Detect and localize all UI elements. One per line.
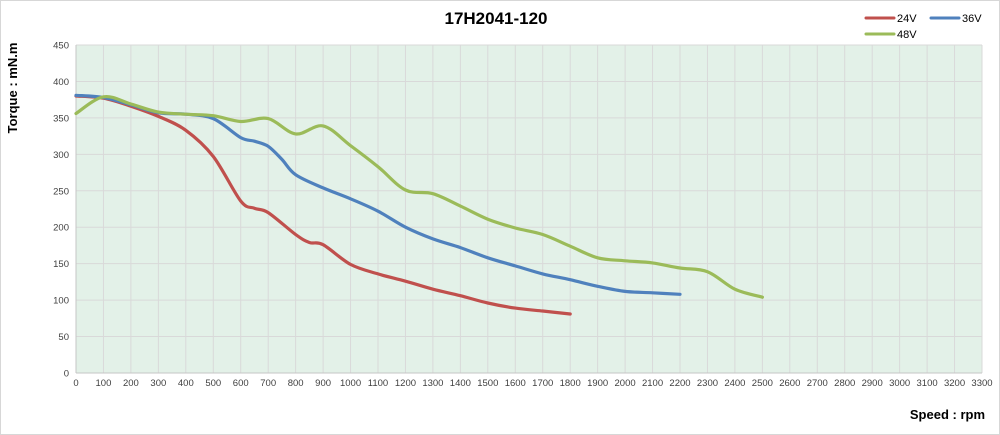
x-tick-label: 2200: [669, 378, 690, 389]
axis-lines: [75, 45, 982, 374]
legend-label: 24V: [897, 13, 917, 25]
x-tick-label: 1200: [395, 378, 416, 389]
x-tick-label: 2400: [724, 378, 745, 389]
y-tick-label: 250: [53, 186, 69, 197]
x-tick-label: 3000: [889, 378, 910, 389]
x-tick-label: 500: [205, 378, 221, 389]
x-tick-label: 600: [233, 378, 249, 389]
y-tick-label: 450: [53, 41, 69, 52]
x-tick-label: 1800: [560, 378, 581, 389]
series-line-48v: [74, 94, 764, 299]
chart-title: 17H2041-120: [444, 9, 547, 28]
x-tick-label: 200: [123, 378, 139, 389]
legend-label: 48V: [897, 29, 917, 41]
y-tick-label: 100: [53, 296, 69, 307]
y-tick-label: 150: [53, 259, 69, 270]
x-tick-label: 1900: [587, 378, 608, 389]
series-line-24v: [74, 94, 572, 316]
legend-item-24v: 24V: [864, 13, 917, 25]
x-tick-label: 2500: [752, 378, 773, 389]
x-axis-tick-labels: 0 100 200 300 400 500 600 700 800 900 1000 1100 1200…: [73, 378, 992, 389]
x-tick-label: 0: [73, 378, 78, 389]
x-tick-label: 3200: [944, 378, 965, 389]
y-tick-label: 200: [53, 223, 69, 234]
gridlines: [75, 44, 983, 374]
legend-item-48v: 48V: [864, 29, 917, 41]
x-tick-label: 3300: [971, 378, 992, 389]
x-tick-label: 1100: [368, 378, 388, 389]
x-tick-label: 2600: [779, 378, 800, 389]
x-tick-label: 400: [178, 378, 194, 389]
legend-item-36v: 36V: [929, 13, 982, 25]
x-tick-label: 1300: [422, 378, 443, 389]
x-tick-label: 2000: [615, 378, 636, 389]
y-tick-label: 350: [53, 113, 69, 124]
x-tick-label: 2300: [697, 378, 718, 389]
x-tick-label: 2700: [807, 378, 828, 389]
x-tick-label: 1000: [340, 378, 361, 389]
legend: 24V 36V 48V: [864, 13, 982, 41]
x-tick-label: 2100: [642, 378, 663, 389]
x-tick-label: 800: [288, 378, 304, 389]
y-tick-label: 0: [64, 369, 69, 380]
x-tick-label: 1500: [477, 378, 498, 389]
x-tick-label: 1400: [450, 378, 471, 389]
x-tick-label: 100: [96, 378, 112, 389]
y-tick-label: 400: [53, 77, 69, 88]
legend-label: 36V: [962, 13, 982, 25]
x-tick-label: 2800: [834, 378, 855, 389]
y-tick-label: 50: [58, 332, 69, 343]
x-tick-label: 700: [260, 378, 276, 389]
y-tick-label: 300: [53, 150, 69, 161]
plot-area: [76, 45, 982, 373]
y-axis-tick-labels: 0 50 100 150 200 250 300 350 400 450: [53, 41, 69, 380]
series-lines: [74, 93, 764, 316]
x-tick-label: 300: [150, 378, 166, 389]
x-tick-label: 1600: [505, 378, 526, 389]
x-axis-title: Speed : rpm: [910, 407, 985, 422]
x-tick-label: 1700: [532, 378, 553, 389]
x-tick-label: 900: [315, 378, 331, 389]
x-tick-label: 2900: [862, 378, 883, 389]
y-axis-title: Torque : mN.m: [5, 43, 20, 134]
x-tick-label: 3100: [917, 378, 938, 389]
